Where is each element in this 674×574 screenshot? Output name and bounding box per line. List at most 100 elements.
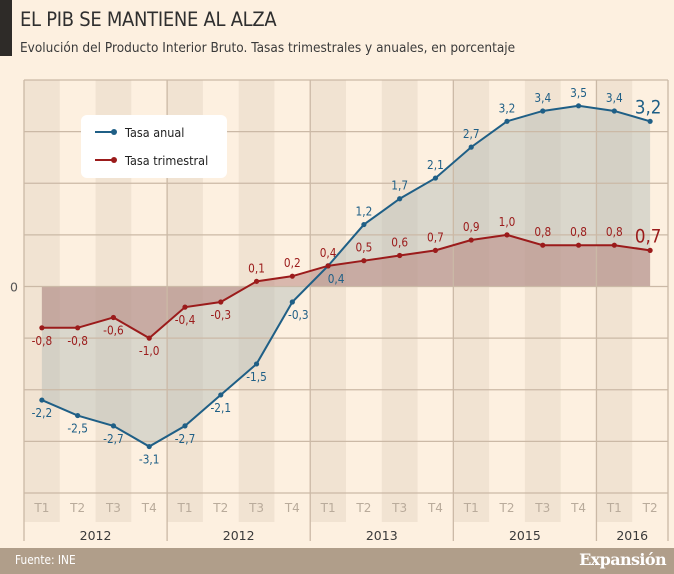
annual-point xyxy=(540,108,546,114)
quarterly-data-label: 0,9 xyxy=(463,220,480,234)
y-tick-label: 0 xyxy=(10,280,18,295)
quarterly-point xyxy=(504,232,510,238)
annual-data-label: -2,5 xyxy=(67,422,88,436)
annual-data-label: -3,1 xyxy=(139,453,160,467)
annual-point xyxy=(468,144,474,150)
annual-data-label: -2,7 xyxy=(103,432,124,446)
quarterly-line xyxy=(41,233,651,340)
quarterly-point xyxy=(110,314,117,321)
x-tick-label: T1 xyxy=(33,501,49,515)
brand-logo: Expansión xyxy=(579,550,667,569)
x-tick-label: T3 xyxy=(534,501,550,515)
x-tick-label: T3 xyxy=(391,501,407,515)
quarterly-data-label: 0,2 xyxy=(284,257,301,271)
annual-point xyxy=(647,118,653,124)
annual-point xyxy=(110,423,117,429)
quarterly-point xyxy=(182,304,188,310)
x-tick-label: T3 xyxy=(105,501,121,515)
annual-data-label: 3,4 xyxy=(534,91,551,105)
annual-point xyxy=(361,221,367,228)
quarterly-data-label: 0,6 xyxy=(391,236,408,250)
annual-data-label: -2,1 xyxy=(210,401,231,415)
annual-point xyxy=(75,412,81,419)
year-label: 2016 xyxy=(616,528,648,543)
quarterly-point xyxy=(397,252,403,259)
annual-point xyxy=(39,397,45,403)
annual-point xyxy=(575,103,582,109)
quarterly-data-label: -1,0 xyxy=(139,345,160,359)
legend-label-annual: Tasa anual xyxy=(125,124,185,140)
quarterly-point xyxy=(432,247,439,253)
annual-data-label: 3,2 xyxy=(499,102,516,116)
annual-point xyxy=(504,118,510,124)
x-tick-label: T1 xyxy=(463,501,479,515)
legend-line-marker-icon xyxy=(95,157,117,163)
x-tick-label: T1 xyxy=(177,501,193,515)
annual-point xyxy=(289,299,295,305)
annual-point xyxy=(432,175,439,181)
chart-subtitle: Evolución del Producto Interior Bruto. T… xyxy=(20,40,516,56)
quarterly-data-label: -0,4 xyxy=(175,314,196,328)
x-tick-label: T2 xyxy=(69,501,85,515)
annual-data-label: -2,2 xyxy=(32,406,53,420)
quarterly-point xyxy=(39,325,45,331)
x-tick-label: T4 xyxy=(141,501,157,515)
annual-point xyxy=(146,443,152,450)
chart-area: 2012 2012 2013 2015 2016 T1 T2 T3 T4 T1 T2 T3 T4 T1 T2… xyxy=(10,79,669,543)
x-tick-label: T4 xyxy=(570,501,586,515)
x-tick-label: T2 xyxy=(355,501,371,515)
quarterly-data-label: 0,7 xyxy=(427,231,444,245)
legend-item-annual: Tasa anual xyxy=(95,124,191,140)
legend-line-marker-icon xyxy=(95,129,117,135)
quarterly-point xyxy=(647,247,653,253)
quarterly-data-label: -0,6 xyxy=(103,324,124,338)
annual-line xyxy=(41,104,651,448)
quarterly-data-label: 1,0 xyxy=(499,215,516,229)
quarterly-point xyxy=(540,242,546,248)
quarterly-point xyxy=(75,325,81,331)
annual-point xyxy=(253,361,260,367)
column-stripe xyxy=(310,80,346,522)
x-tick-label: T4 xyxy=(427,501,443,515)
quarterly-point xyxy=(218,299,224,305)
x-tick-label: T3 xyxy=(248,501,264,515)
quarterly-data-label: 0,1 xyxy=(248,262,265,276)
annual-point xyxy=(218,392,224,398)
legend-label-quarterly: Tasa trimestral xyxy=(125,152,209,168)
annual-data-label: -1,5 xyxy=(246,370,267,384)
annual-data-label: -0,3 xyxy=(288,308,309,322)
quarterly-data-label: -0,3 xyxy=(210,308,231,322)
quarterly-data-label: -0,8 xyxy=(32,334,53,348)
quarterly-data-label: 0,5 xyxy=(355,241,372,255)
x-tick-label: T1 xyxy=(320,501,336,515)
annual-data-label: 1,2 xyxy=(355,205,372,219)
column-stripe xyxy=(381,80,418,522)
legend: Tasa anual Tasa trimestral xyxy=(81,115,227,178)
annual-point xyxy=(182,423,188,429)
quarterly-point xyxy=(575,242,582,248)
quarterly-data-label: 0,8 xyxy=(606,226,623,240)
x-tick-label: T2 xyxy=(212,501,228,515)
x-tick-label: T1 xyxy=(606,501,622,515)
chart-title: EL PIB SE MANTIENE AL ALZA xyxy=(20,8,277,31)
quarterly-point xyxy=(611,242,617,248)
legend-item-quarterly: Tasa trimestral xyxy=(95,152,217,168)
quarterly-data-label: 0,8 xyxy=(534,226,551,240)
annual-data-label: -2,7 xyxy=(175,432,196,446)
source-note: Fuente: INE xyxy=(15,553,76,567)
annual-point xyxy=(611,108,617,114)
quarterly-point xyxy=(325,263,331,269)
quarterly-point xyxy=(289,273,295,279)
annual-data-label: 2,7 xyxy=(463,127,480,141)
x-tick-label: T4 xyxy=(284,501,300,515)
year-label: 2013 xyxy=(366,528,398,543)
year-label: 2012 xyxy=(223,528,255,543)
quarterly-data-label: 0,7 xyxy=(635,225,662,247)
x-tick-label: T2 xyxy=(642,501,658,515)
quarterly-point xyxy=(146,335,152,341)
annual-data-label: 2,1 xyxy=(427,158,444,172)
footer: Fuente: INE Expansión xyxy=(0,548,674,574)
annual-data-label: 3,4 xyxy=(606,91,623,105)
annual-point xyxy=(397,196,403,202)
quarterly-point xyxy=(253,278,260,284)
